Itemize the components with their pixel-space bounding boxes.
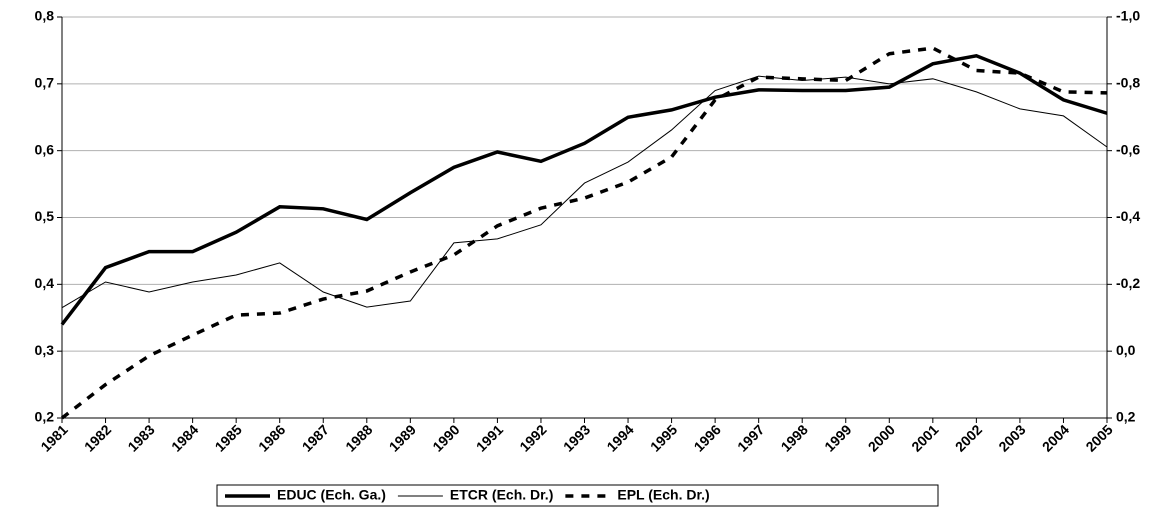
y-tick-label: 0,8 (35, 8, 55, 24)
x-tick-label: 2003 (995, 421, 1028, 454)
y-tick-label: 0,2 (35, 409, 55, 425)
y2-tick-label: 0,2 (1116, 409, 1136, 425)
legend-box (216, 484, 939, 507)
y-tick-label: 0,6 (35, 141, 55, 157)
x-tick-label: 2001 (908, 421, 941, 454)
x-tick-label: 1987 (299, 421, 332, 454)
x-tick-label: 1994 (603, 421, 636, 454)
x-tick-label: 1986 (255, 421, 288, 454)
x-tick-label: 1991 (473, 421, 506, 454)
x-tick-label: 1998 (778, 421, 811, 454)
x-tick-label: 2005 (1082, 421, 1115, 454)
x-tick-label: 1990 (429, 421, 462, 454)
x-tick-label: 1988 (342, 421, 375, 454)
x-tick-label: 1982 (81, 421, 114, 454)
x-tick-label: 1999 (821, 421, 854, 454)
x-tick-label: 2004 (1039, 421, 1072, 454)
x-tick-label: 1981 (37, 421, 70, 454)
y-tick-label: 0,4 (35, 275, 55, 291)
y-tick-label: 0,7 (35, 75, 55, 91)
legend-label: EPL (Ech. Dr.) (617, 487, 709, 503)
x-tick-label: 1989 (386, 421, 419, 454)
x-tick-label: 1992 (516, 421, 549, 454)
y2-tick-label: 0,0 (1116, 342, 1136, 358)
legend-label: EDUC (Ech. Ga.) (277, 487, 386, 503)
y2-tick-label: -1,0 (1116, 8, 1140, 24)
x-tick-label: 1983 (124, 421, 157, 454)
x-tick-label: 1996 (691, 421, 724, 454)
y2-tick-label: -0,8 (1116, 75, 1140, 91)
x-tick-label: 1997 (734, 421, 767, 454)
y2-tick-label: -0,2 (1116, 275, 1140, 291)
y2-tick-label: -0,4 (1116, 208, 1140, 224)
x-tick-label: 1993 (560, 421, 593, 454)
series-line (60, 53, 1108, 326)
y-tick-label: 0,5 (35, 208, 55, 224)
x-tick-label: 2002 (952, 421, 985, 454)
x-tick-label: 1995 (647, 421, 680, 454)
legend-label: ETCR (Ech. Dr.) (450, 487, 553, 503)
series-line (60, 46, 1108, 420)
x-tick-label: 1984 (168, 421, 201, 454)
series-line (61, 75, 1108, 309)
x-tick-label: 2000 (865, 421, 898, 454)
y2-tick-label: -0,6 (1116, 141, 1140, 157)
y-tick-label: 0,3 (35, 342, 55, 358)
x-tick-label: 1985 (212, 421, 245, 454)
